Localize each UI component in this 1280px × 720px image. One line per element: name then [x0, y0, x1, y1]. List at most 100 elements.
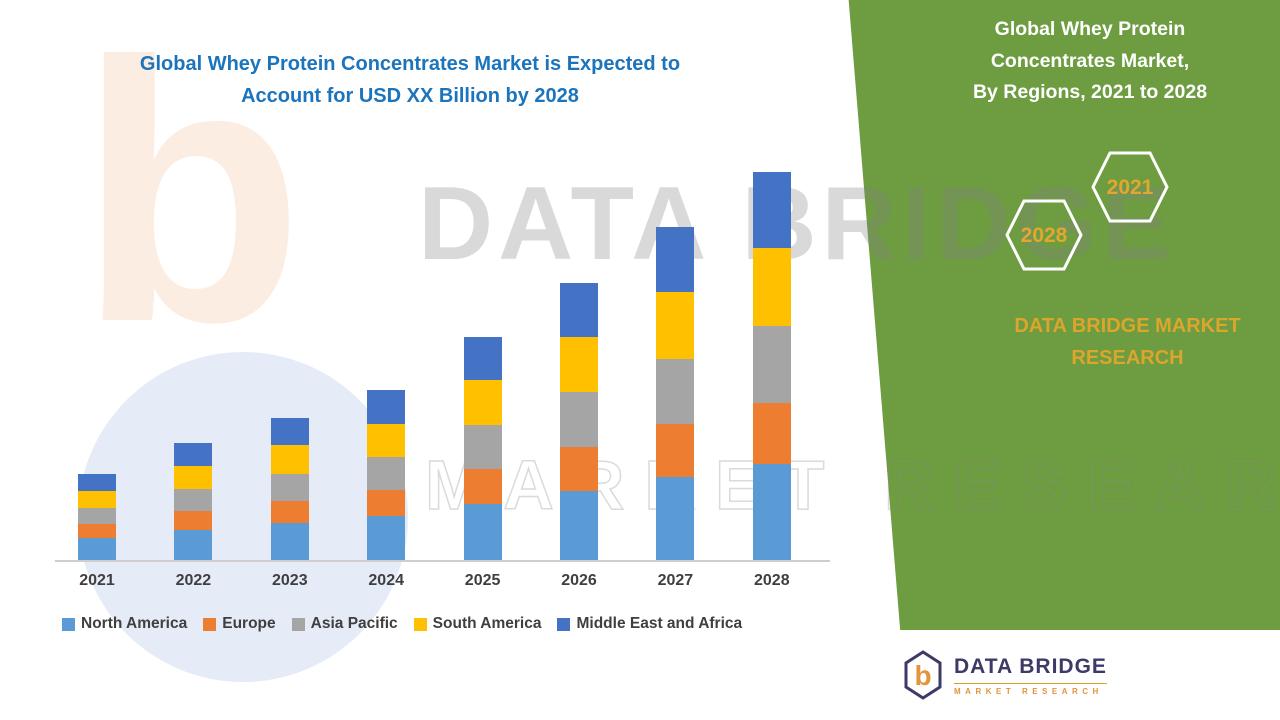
bar-segment-middle-east-and-africa	[270, 417, 309, 446]
hexagon-badge-2021: 2021	[1091, 151, 1169, 223]
legend-label: Middle East and Africa	[576, 615, 743, 632]
legend-item-north-america: North America	[62, 615, 187, 633]
x-axis-label-2028: 2028	[754, 572, 790, 589]
bar-segment-europe	[560, 447, 598, 491]
bar-segment-asia-pacific	[78, 508, 116, 525]
legend-swatch	[203, 617, 217, 631]
brand-text-line1: DATA BRIDGE MARKET	[1014, 315, 1241, 337]
logo-glyph: b	[914, 660, 931, 691]
hexagon-back-label: 2021	[1107, 176, 1154, 199]
bar-stack-2028	[752, 172, 791, 560]
chart-title-line2: Account for USD XX Billion by 2028	[241, 85, 579, 107]
bar-stack-2027	[656, 226, 695, 560]
bar-segment-europe	[367, 489, 406, 517]
legend-item-asia-pacific: Asia Pacific	[291, 615, 398, 633]
bar-segment-south-america	[656, 291, 695, 359]
bar-segment-south-america	[270, 445, 309, 474]
x-axis-labels: 2021 2022 2023 2024 2025 2026 2027 2028	[55, 562, 830, 594]
bar-segment-europe	[656, 423, 695, 477]
bar-segment-north-america	[560, 490, 598, 560]
bar-stack-2022	[174, 443, 213, 560]
stacked-bar-chart: 2021 2022 2023 2024 2025 2026 2027 2028	[55, 162, 830, 594]
side-panel-heading-line2: Concentrates Market,	[990, 49, 1190, 72]
footer-logo: b DATA BRIDGE MARKET RESEARCH	[902, 650, 1107, 700]
bar-segment-south-america	[752, 248, 791, 327]
bar-segment-north-america	[367, 516, 406, 560]
bar-segment-asia-pacific	[560, 392, 598, 448]
bar-segment-europe	[174, 511, 213, 530]
bar-segment-north-america	[78, 537, 116, 560]
chart-legend: North America Europe Asia Pacific South Ame…	[62, 615, 742, 633]
footer-logo-text: DATA BRIDGE MARKET RESEARCH	[954, 655, 1107, 696]
bar-segment-south-america	[367, 423, 406, 458]
bar-segment-europe	[78, 524, 116, 538]
bar-stack-2024	[367, 390, 406, 560]
bar-segment-middle-east-and-africa	[752, 172, 791, 249]
footer-logo-name: DATA BRIDGE	[954, 654, 1107, 678]
bar-segment-asia-pacific	[656, 358, 695, 424]
footer-logo-box: b DATA BRIDGE MARKET RESEARCH	[878, 630, 1280, 720]
x-axis-label-2026: 2026	[561, 572, 597, 589]
bar-segment-asia-pacific	[270, 473, 309, 502]
bar-segment-asia-pacific	[367, 457, 406, 490]
bar-segment-middle-east-and-africa	[463, 336, 502, 381]
legend-label: Europe	[222, 615, 276, 632]
bar-segment-north-america	[656, 476, 695, 560]
bar-segment-europe	[752, 402, 791, 464]
bar-segment-south-america	[463, 380, 502, 425]
brand-text-line2: RESEARCH	[1071, 347, 1184, 369]
bar-segment-asia-pacific	[174, 488, 213, 512]
hexagon-outline	[1091, 151, 1169, 223]
brand-text: DATA BRIDGE MARKET RESEARCH	[960, 310, 1280, 374]
bar-segment-middle-east-and-africa	[78, 473, 116, 491]
legend-item-south-america: South America	[413, 615, 542, 633]
legend-swatch	[413, 617, 427, 631]
bar-stack-2026	[560, 282, 598, 560]
bar-segment-europe	[270, 501, 309, 524]
bar-segment-middle-east-and-africa	[656, 226, 695, 292]
bar-segment-europe	[463, 468, 502, 505]
bar-segment-middle-east-and-africa	[174, 443, 213, 466]
bar-segment-asia-pacific	[752, 326, 791, 403]
x-axis-label-2021: 2021	[79, 572, 115, 589]
chart-title-line1: Global Whey Protein Concentrates Market …	[139, 53, 681, 75]
bar-segment-south-america	[560, 336, 598, 393]
footer-logo-subtitle: MARKET RESEARCH	[954, 682, 1107, 696]
legend-label: North America	[81, 615, 188, 632]
bar-segment-north-america	[270, 523, 309, 560]
hexagon-badge-2028: 2028	[1005, 199, 1083, 271]
legend-item-middle-east-and-africa: Middle East and Africa	[557, 615, 742, 633]
bar-segment-middle-east-and-africa	[560, 282, 598, 337]
legend-label: Asia Pacific	[310, 615, 398, 632]
x-axis-label-2027: 2027	[657, 572, 694, 589]
bar-segment-asia-pacific	[463, 424, 502, 469]
x-axis-label-2024: 2024	[368, 572, 404, 589]
bar-segment-north-america	[463, 504, 502, 560]
bar-stack-2025	[463, 336, 502, 560]
legend-swatch	[557, 617, 571, 631]
plot-area	[55, 162, 830, 562]
side-panel-heading-line1: Global Whey Protein	[994, 18, 1186, 40]
bar-segment-north-america	[174, 529, 213, 560]
side-panel-heading: Global Whey Protein Concentrates Market,…	[930, 14, 1250, 109]
bar-stack-2021	[78, 473, 116, 560]
x-axis-label-2025: 2025	[464, 572, 501, 589]
side-panel-heading-line3: By Regions, 2021 to 2028	[972, 81, 1208, 104]
x-axis-label-2023: 2023	[272, 572, 308, 589]
x-axis-label-2022: 2022	[175, 572, 212, 589]
bar-segment-north-america	[752, 463, 791, 560]
chart-title: Global Whey Protein Concentrates Market …	[80, 48, 740, 112]
hexagon-front-label: 2028	[1021, 224, 1068, 247]
bar-segment-middle-east-and-africa	[367, 390, 406, 424]
bar-segment-south-america	[174, 465, 213, 489]
hexagon-outline	[1005, 199, 1083, 271]
legend-swatch	[291, 617, 305, 631]
legend-label: South America	[432, 615, 542, 632]
bar-segment-south-america	[78, 490, 116, 509]
bar-stack-2023	[270, 417, 309, 560]
legend-item-europe: Europe	[203, 615, 276, 633]
data-bridge-logo-icon: b	[904, 650, 942, 700]
legend-swatch	[62, 617, 75, 631]
